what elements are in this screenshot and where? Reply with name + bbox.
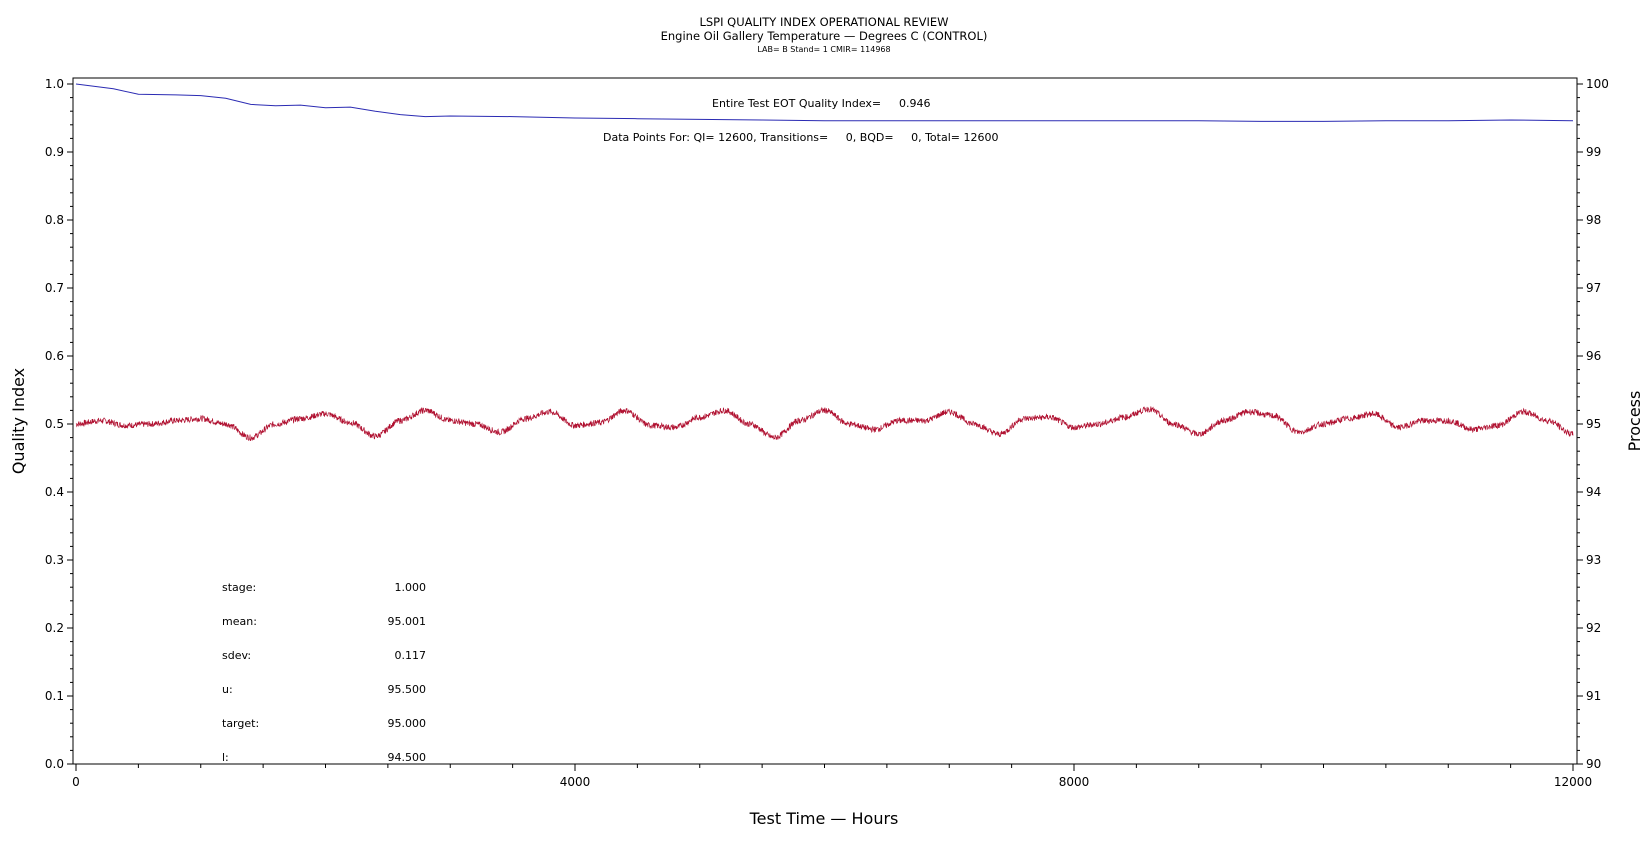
- y-left-tick-label: 0.6: [45, 349, 64, 363]
- y-axis-right-title: Process: [1625, 391, 1644, 452]
- quality-index-line: [75, 83, 1574, 122]
- stat-value-stage: 1.000: [395, 581, 427, 594]
- y-right-tick-label: 91: [1586, 689, 1601, 703]
- x-tick-label: 0: [72, 775, 80, 789]
- stat-value-l: 94.500: [388, 751, 427, 764]
- y-left-tick-label: 0.7: [45, 281, 64, 295]
- x-tick-label: 4000: [560, 775, 591, 789]
- y-right-tick-label: 100: [1586, 77, 1609, 91]
- y-left-tick-label: 0.8: [45, 213, 64, 227]
- qi-annotation-value: 0.946: [899, 97, 931, 110]
- y-left-tick-label: 0.4: [45, 485, 64, 499]
- stat-value-mean: 95.001: [388, 615, 427, 628]
- stats-block: stage: 1.000 mean: 95.001 sdev: 0.117 u:…: [222, 581, 426, 764]
- axis-ticks: [67, 83, 1583, 771]
- chart-title: LSPI QUALITY INDEX OPERATIONAL REVIEW: [699, 15, 948, 29]
- y-right-tick-label: 98: [1586, 213, 1601, 227]
- y-right-tick-label: 96: [1586, 349, 1601, 363]
- y-right-tick-label: 94: [1586, 485, 1601, 499]
- series-lines: [75, 83, 1574, 442]
- y-left-tick-label: 1.0: [45, 77, 64, 91]
- y-right-tick-label: 90: [1586, 757, 1601, 771]
- chart-test-info: LAB= B Stand= 1 CMIR= 114968: [757, 45, 890, 54]
- stat-label-target: target:: [222, 717, 259, 730]
- y-right-tick-label: 97: [1586, 281, 1601, 295]
- qi-annotation-label: Entire Test EOT Quality Index=: [712, 97, 881, 110]
- data-points-annotation: Data Points For: QI= 12600, Transitions=…: [603, 131, 998, 144]
- y-left-tick-label: 0.9: [45, 145, 64, 159]
- stat-value-target: 95.000: [388, 717, 427, 730]
- y-right-tick-label: 99: [1586, 145, 1601, 159]
- stat-label-l: l:: [222, 751, 229, 764]
- stat-label-u: u:: [222, 683, 233, 696]
- stat-label-stage: stage:: [222, 581, 256, 594]
- stat-label-sdev: sdev:: [222, 649, 251, 662]
- y-right-tick-label: 95: [1586, 417, 1601, 431]
- y-left-tick-label: 0.2: [45, 621, 64, 635]
- y-axis-left-title: Quality Index: [9, 368, 28, 474]
- x-tick-label: 8000: [1059, 775, 1090, 789]
- y-left-tick-label: 0.1: [45, 689, 64, 703]
- x-tick-label: 12000: [1554, 775, 1592, 789]
- y-right-tick-label: 92: [1586, 621, 1601, 635]
- y-left-tick-label: 0.0: [45, 757, 64, 771]
- stat-value-sdev: 0.117: [395, 649, 427, 662]
- y-left-tick-label: 0.3: [45, 553, 64, 567]
- x-axis-title: Test Time — Hours: [749, 809, 899, 828]
- y-right-tick-label: 93: [1586, 553, 1601, 567]
- process-line: [75, 406, 1574, 442]
- axis-tick-labels: 0.0 0.1 0.2 0.3 0.4 0.5 0.6 0.7 0.8 0.9 1.0 90 91 92 9…: [45, 77, 1609, 789]
- y-left-tick-label: 0.5: [45, 417, 64, 431]
- chart-subtitle: Engine Oil Gallery Temperature — Degrees…: [661, 29, 988, 43]
- stat-value-u: 95.500: [388, 683, 427, 696]
- stat-label-mean: mean:: [222, 615, 257, 628]
